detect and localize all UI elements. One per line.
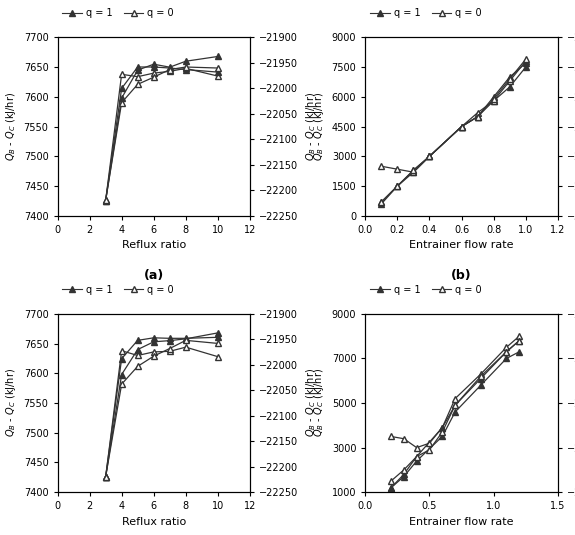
q = 0 <box>150 349 157 355</box>
Line: q = 1: q = 1 <box>103 54 221 204</box>
Line: q = 1: q = 1 <box>103 330 221 480</box>
Line: q = 0: q = 0 <box>103 66 221 204</box>
q = 0 <box>166 348 173 355</box>
q = 1 <box>439 433 446 440</box>
Y-axis label: $Q_B$ - $Q_C$ (kJ/hr): $Q_B$ - $Q_C$ (kJ/hr) <box>304 369 318 438</box>
q = 0 <box>214 73 221 79</box>
q = 0 <box>166 68 173 74</box>
q = 0 <box>134 352 141 358</box>
q = 0 <box>118 71 125 78</box>
q = 1 <box>388 485 394 491</box>
q = 1 <box>413 458 420 464</box>
q = 1 <box>503 355 510 362</box>
q = 0 <box>490 98 497 104</box>
q = 0 <box>118 348 125 354</box>
q = 1 <box>134 346 141 353</box>
X-axis label: Entrainer flow rate: Entrainer flow rate <box>409 517 514 527</box>
q = 0 <box>400 435 407 442</box>
Line: q = 0: q = 0 <box>103 345 221 480</box>
Line: q = 1: q = 1 <box>388 349 522 491</box>
X-axis label: Reflux ratio: Reflux ratio <box>121 517 186 527</box>
q = 0 <box>506 78 513 84</box>
q = 1 <box>426 153 433 159</box>
Line: q = 0: q = 0 <box>378 58 528 175</box>
q = 0 <box>182 65 189 72</box>
q = 1 <box>378 201 385 207</box>
q = 1 <box>477 382 484 388</box>
q = 0 <box>439 424 446 431</box>
q = 1 <box>522 64 529 71</box>
q = 1 <box>452 409 459 415</box>
q = 1 <box>182 58 189 64</box>
q = 0 <box>102 474 109 480</box>
q = 1 <box>394 183 401 189</box>
q = 0 <box>182 344 189 350</box>
Y-axis label: $Q_B$ - $Q_C$ (kJ/hr): $Q_B$ - $Q_C$ (kJ/hr) <box>4 92 18 161</box>
Text: (b): (b) <box>451 269 472 282</box>
q = 1 <box>410 169 417 175</box>
Legend: q = 1, q = 0: q = 1, q = 0 <box>62 285 174 295</box>
q = 0 <box>102 198 109 204</box>
q = 1 <box>400 473 407 480</box>
q = 1 <box>134 67 141 73</box>
X-axis label: Reflux ratio: Reflux ratio <box>121 240 186 250</box>
q = 0 <box>458 124 465 130</box>
q = 1 <box>490 98 497 104</box>
q = 1 <box>474 113 481 120</box>
q = 1 <box>102 198 109 204</box>
q = 1 <box>506 84 513 90</box>
q = 0 <box>150 70 157 77</box>
q = 1 <box>150 339 157 345</box>
q = 1 <box>458 124 465 130</box>
q = 0 <box>522 58 529 64</box>
q = 1 <box>150 61 157 67</box>
q = 0 <box>134 73 141 80</box>
q = 1 <box>118 371 125 378</box>
q = 1 <box>102 474 109 480</box>
q = 1 <box>118 95 125 101</box>
q = 0 <box>413 445 420 451</box>
Legend: q = 1, q = 0: q = 1, q = 0 <box>62 9 174 18</box>
Y-axis label: $Q_B$ - $Q_C$ (kJ/hr): $Q_B$ - $Q_C$ (kJ/hr) <box>304 92 318 161</box>
Y-axis label: $Q_B$ - $Q_C$ (kJ/hr): $Q_B$ - $Q_C$ (kJ/hr) <box>312 369 326 438</box>
Line: q = 0: q = 0 <box>388 333 522 450</box>
q = 0 <box>394 166 401 172</box>
Text: (a): (a) <box>144 269 164 282</box>
q = 0 <box>378 163 385 170</box>
q = 0 <box>388 433 394 440</box>
X-axis label: Entrainer flow rate: Entrainer flow rate <box>409 240 514 250</box>
q = 0 <box>426 153 433 159</box>
q = 0 <box>426 440 433 446</box>
q = 0 <box>452 395 459 402</box>
q = 1 <box>166 64 173 71</box>
Y-axis label: $Q_B$ - $Q_C$ (kJ/hr): $Q_B$ - $Q_C$ (kJ/hr) <box>4 369 18 438</box>
Y-axis label: $Q_B$ - $Q_C$ (kJ/hr): $Q_B$ - $Q_C$ (kJ/hr) <box>312 92 326 161</box>
q = 0 <box>477 371 484 377</box>
Legend: q = 1, q = 0: q = 1, q = 0 <box>370 9 482 18</box>
Line: q = 1: q = 1 <box>378 64 528 207</box>
Legend: q = 1, q = 0: q = 1, q = 0 <box>370 285 482 295</box>
q = 0 <box>410 169 417 175</box>
q = 0 <box>503 344 510 350</box>
q = 1 <box>516 349 523 355</box>
q = 0 <box>516 333 523 339</box>
q = 1 <box>182 335 189 342</box>
q = 1 <box>214 54 221 60</box>
q = 1 <box>166 338 173 344</box>
q = 0 <box>474 110 481 116</box>
q = 0 <box>214 354 221 360</box>
q = 1 <box>214 330 221 336</box>
